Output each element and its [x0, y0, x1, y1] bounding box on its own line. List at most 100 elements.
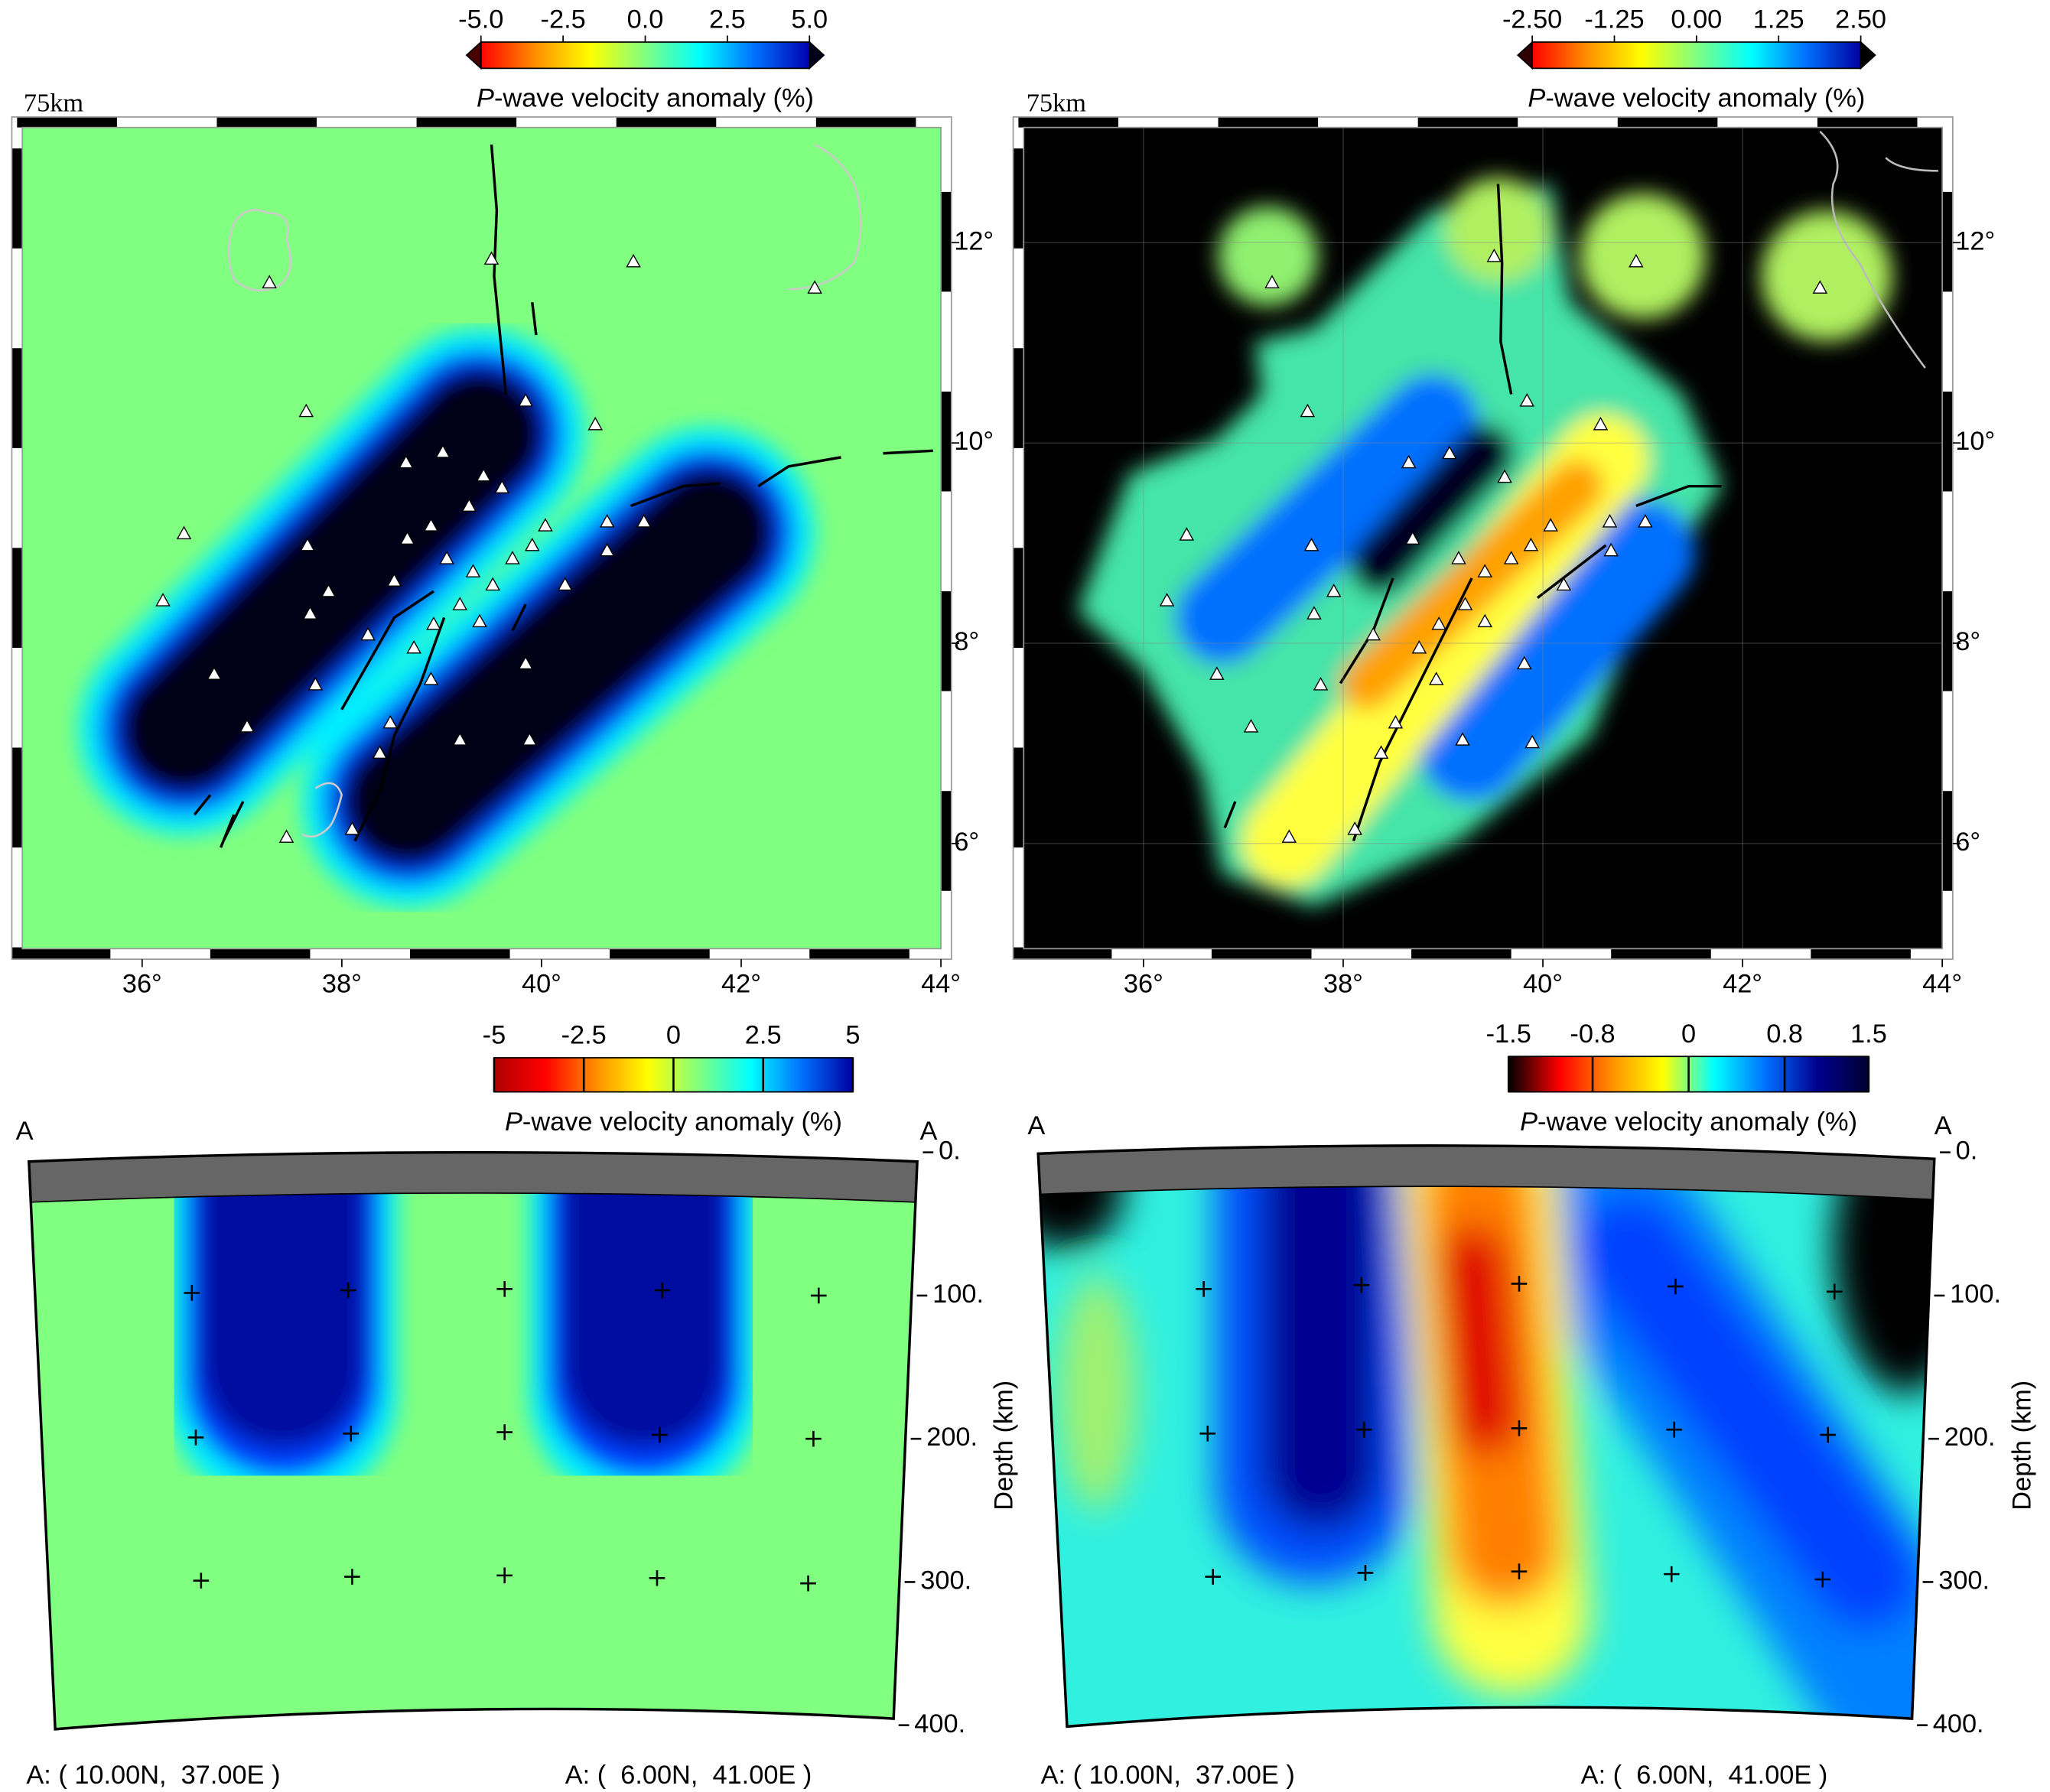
anomaly-core	[118, 368, 545, 795]
colorbar-tick-label: 2.5	[709, 5, 746, 34]
section-start: A: ( 10.00N, 37.00E )	[26, 1761, 280, 1790]
map-border-dash	[11, 116, 952, 960]
x-tick-label: 40°	[1523, 970, 1563, 999]
colorbar-tick-label: 0.8	[1766, 1020, 1803, 1049]
colorbar-tick-label: 0.0	[627, 5, 664, 34]
y-tick-label: 6°	[954, 828, 979, 857]
anomaly-low	[1057, 1274, 1137, 1511]
x-tick-label: 44°	[1922, 970, 1962, 999]
map-title: 75km	[1027, 88, 1087, 117]
section-frame	[27, 1150, 919, 1731]
y-tick-label: 6°	[1955, 828, 1980, 857]
y-tick-label: 400.	[914, 1709, 965, 1738]
colorbar-title-text: -wave velocity anomaly (%)	[494, 84, 814, 113]
map-frame	[1012, 116, 1954, 960]
y-tick-label: 300.	[920, 1566, 971, 1595]
x-tick-label: 44°	[921, 970, 961, 999]
anomaly-high	[1419, 499, 1696, 802]
colorbar-title: P-wave velocity anomaly (%)	[477, 84, 814, 113]
anomaly-low	[1340, 460, 1603, 710]
grid-marker	[184, 1281, 827, 1592]
anomaly	[79, 328, 815, 907]
section-start-label: A	[16, 1117, 34, 1146]
section-image	[1038, 1145, 1934, 1727]
y-tick-label: 8°	[1955, 627, 1980, 656]
y-tick-label: 100.	[932, 1280, 984, 1309]
panel: 0. 100. 200. 300. 400. Depth (km) A A A: ( 10.00…	[1027, 1020, 2036, 1790]
x-tick-label: 42°	[1723, 970, 1762, 999]
colorbar-tick-label: -2.5	[561, 1021, 607, 1050]
colorbar-extend	[1516, 41, 1533, 70]
map-image	[1023, 127, 1943, 949]
colorbar-tick-label: 1.25	[1753, 5, 1804, 34]
panel: 0. 100. 200. 300. 400. Depth (km) A A A: ( 10.00…	[16, 1021, 1019, 1790]
anomaly-region	[1579, 193, 1706, 320]
section-image	[28, 1152, 918, 1729]
section-start: A: ( 10.00N, 37.00E )	[1041, 1761, 1295, 1790]
anomaly-core	[1435, 1225, 1521, 1455]
anomaly-region	[1218, 206, 1319, 307]
colorbar-tick-label: -2.5	[541, 5, 586, 34]
y-tick-label: 200.	[1944, 1423, 1996, 1452]
map-image	[22, 127, 942, 949]
colorbar-title: P-wave velocity anomaly (%)	[1520, 1107, 1857, 1137]
panel: 36° 38° 40° 42° 44° 6° 8° 10° 12° 75km -2.50 -1.25 0…	[1012, 5, 1995, 999]
colorbar-title-italic: P	[1520, 1107, 1538, 1137]
anomaly-core	[1350, 424, 1515, 595]
station	[155, 251, 822, 843]
colorbar-extend	[465, 41, 482, 70]
anomaly	[1038, 1145, 1934, 1727]
y-tick-label: 10°	[954, 427, 994, 456]
colorbar-tick-label: 0.00	[1671, 5, 1722, 34]
map-border-dash	[1013, 116, 1953, 960]
coastline	[1819, 130, 1938, 369]
colorbar-tick-label: -5.0	[458, 5, 503, 34]
y-tick-label: 400.	[1933, 1709, 1984, 1738]
panel: 36° 38° 40° 42° 44° 6° 8° 10° 12° 75km -5.0 -2.5 0.0…	[11, 5, 994, 999]
y-axis-title: Depth (km)	[2008, 1381, 2037, 1511]
section-end-label: A	[1934, 1111, 1952, 1140]
colorbar-tick-label: -0.8	[1570, 1020, 1615, 1049]
y-tick-label: 200.	[926, 1423, 978, 1452]
colorbar	[1531, 41, 1862, 70]
y-tick-label: 12°	[1955, 226, 1995, 255]
coastline	[227, 143, 862, 838]
x-tick-label: 38°	[1323, 970, 1363, 999]
colorbar-tick-label: 5	[845, 1021, 860, 1050]
section-end: A: ( 6.00N, 41.00E )	[565, 1761, 812, 1790]
anomaly-region	[1761, 210, 1892, 342]
colorbar-title-text: -wave velocity anomaly (%)	[1538, 1107, 1857, 1137]
y-tick-label: 0.	[1956, 1137, 1978, 1166]
colorbar-title-text: -wave velocity anomaly (%)	[522, 1107, 842, 1137]
x-tick-label: 36°	[122, 970, 162, 999]
y-tick-label: 8°	[954, 627, 979, 656]
colorbar-tick-label: -1.25	[1584, 5, 1644, 34]
x-tick-label: 40°	[522, 970, 561, 999]
section-end-label: A	[920, 1117, 938, 1146]
map-frame	[21, 126, 942, 950]
colorbar-tick-label: 2.5	[745, 1021, 782, 1050]
colorbar	[480, 41, 811, 70]
colorbar-title-italic: P	[505, 1107, 522, 1137]
colorbar-title: P-wave velocity anomaly (%)	[505, 1107, 842, 1137]
section-frame	[1036, 1144, 1936, 1729]
anomaly	[1077, 177, 1892, 907]
colorbar-tick-label: 5.0	[791, 5, 828, 34]
colorbar-tick-label: 2.50	[1835, 5, 1886, 34]
x-tick-label: 42°	[721, 970, 761, 999]
y-tick-label: 300.	[1938, 1566, 1990, 1595]
colorbar-tick-label: 1.5	[1850, 1020, 1887, 1049]
anomaly-high	[1577, 1195, 1919, 1630]
colorbar-title-italic: P	[477, 84, 494, 113]
y-tick-label: 100.	[1950, 1280, 2001, 1309]
section-background	[28, 1152, 918, 1729]
colorbar-tick-label: -1.5	[1486, 1020, 1531, 1049]
x-tick-label: 38°	[322, 970, 362, 999]
colorbar-extend	[1860, 41, 1876, 70]
map-title: 75km	[24, 88, 84, 117]
station	[1159, 249, 1828, 843]
anomaly-high	[1176, 374, 1479, 664]
anomaly-core	[341, 466, 776, 867]
